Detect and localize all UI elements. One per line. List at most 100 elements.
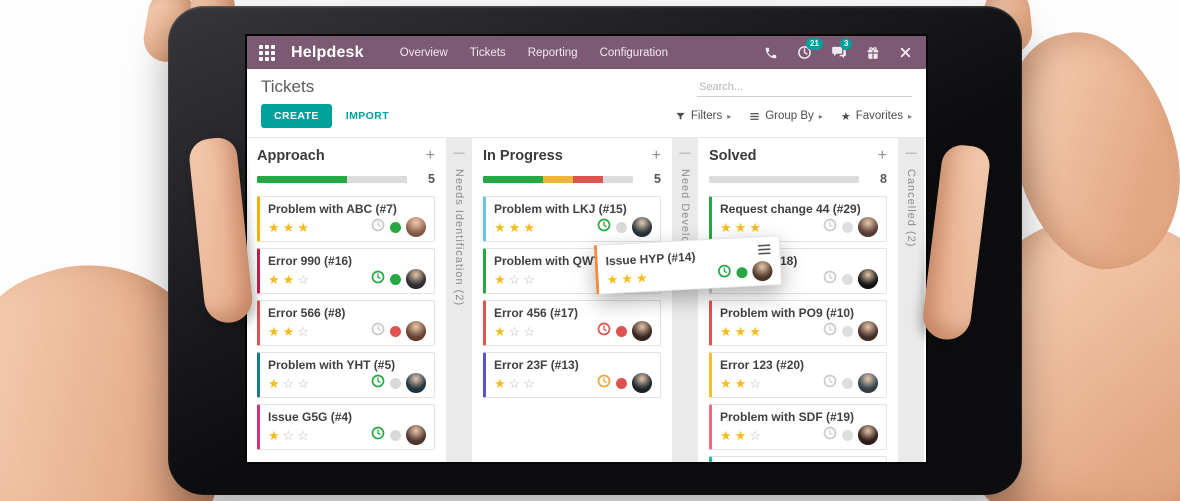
- star-filled-icon[interactable]: ★: [282, 219, 295, 235]
- star-empty-icon[interactable]: ☆: [508, 271, 521, 287]
- column-title[interactable]: Solved: [709, 148, 757, 164]
- kanban-card[interactable]: Error 23F (#13) ★ ☆ ☆: [483, 352, 661, 398]
- activity-clock-icon[interactable]: [823, 322, 837, 341]
- kanban-state-dot[interactable]: [842, 325, 853, 337]
- import-button[interactable]: IMPORT: [345, 110, 390, 122]
- kanban-state-dot[interactable]: [842, 429, 853, 441]
- column-title[interactable]: Approach: [257, 148, 325, 164]
- topnav-item-tickets[interactable]: Tickets: [469, 46, 506, 59]
- activity-clock-icon[interactable]: [717, 263, 732, 283]
- star-empty-icon[interactable]: ☆: [523, 375, 535, 391]
- activity-clock-icon[interactable]: [371, 374, 385, 393]
- star-empty-icon[interactable]: ☆: [508, 375, 521, 391]
- star-filled-icon[interactable]: ★: [494, 271, 506, 287]
- progress-segment[interactable]: [347, 175, 407, 183]
- kanban-card[interactable]: Error 456 (#17) ★ ☆ ☆: [483, 300, 661, 346]
- kanban-column-collapsed[interactable]: — Needs Identification (2): [446, 138, 472, 462]
- kanban-state-dot[interactable]: [616, 221, 627, 233]
- kanban-state-dot[interactable]: [390, 221, 401, 233]
- star-filled-icon[interactable]: ★: [749, 323, 761, 339]
- activity-clock-icon[interactable]: [823, 270, 837, 289]
- column-progress-bar[interactable]: [709, 175, 859, 183]
- messages-icon[interactable]: 3: [831, 38, 853, 60]
- column-title[interactable]: In Progress: [483, 148, 563, 164]
- kanban-state-dot[interactable]: [736, 266, 748, 278]
- progress-segment[interactable]: [543, 175, 573, 183]
- star-filled-icon[interactable]: ★: [282, 271, 295, 287]
- star-filled-icon[interactable]: ★: [734, 375, 747, 391]
- progress-segment[interactable]: [257, 175, 347, 183]
- card-menu-icon[interactable]: [757, 242, 772, 261]
- kanban-state-dot[interactable]: [842, 273, 853, 285]
- kanban-state-dot[interactable]: [390, 429, 401, 441]
- kanban-card[interactable]: Problem with LKJ (#15) ★ ★ ★: [483, 196, 661, 242]
- star-filled-icon[interactable]: ★: [268, 219, 280, 235]
- kanban-card[interactable]: 18)☆☆☆: [709, 248, 887, 294]
- activity-clock-icon[interactable]: [823, 426, 837, 445]
- star-filled-icon[interactable]: ★: [282, 323, 295, 339]
- kanban-state-dot[interactable]: [390, 273, 401, 285]
- phone-icon[interactable]: [764, 46, 778, 60]
- add-card-icon[interactable]: +: [877, 147, 887, 164]
- progress-segment[interactable]: [709, 175, 859, 183]
- star-empty-icon[interactable]: ☆: [297, 427, 309, 443]
- star-empty-icon[interactable]: ☆: [523, 323, 535, 339]
- kanban-state-dot[interactable]: [842, 221, 853, 233]
- kanban-card[interactable]: Error 566 (#8) ★ ★ ☆: [257, 300, 435, 346]
- kanban-card[interactable]: Issue G5G (#4) ★ ☆ ☆: [257, 404, 435, 450]
- column-progress-bar[interactable]: [257, 175, 407, 183]
- star-empty-icon[interactable]: ☆: [749, 427, 761, 443]
- star-empty-icon[interactable]: ☆: [297, 375, 309, 391]
- star-empty-icon[interactable]: ☆: [749, 375, 761, 391]
- progress-segment[interactable]: [483, 175, 543, 183]
- topnav-item-reporting[interactable]: Reporting: [527, 46, 578, 59]
- star-empty-icon[interactable]: ☆: [297, 271, 309, 287]
- star-filled-icon[interactable]: ★: [734, 219, 747, 235]
- star-empty-icon[interactable]: ☆: [523, 271, 535, 287]
- activity-clock-icon[interactable]: [371, 270, 385, 289]
- kanban-state-dot[interactable]: [616, 325, 627, 337]
- activity-clock-icon[interactable]: [597, 218, 611, 237]
- activity-clock-icon[interactable]: 21: [797, 38, 823, 60]
- star-filled-icon[interactable]: ★: [720, 219, 732, 235]
- star-filled-icon[interactable]: ★: [635, 269, 648, 286]
- kanban-card[interactable]: Problem with PO9 (#10) ★ ★ ★: [709, 300, 887, 346]
- activity-clock-icon[interactable]: [823, 374, 837, 393]
- star-filled-icon[interactable]: ★: [620, 270, 634, 287]
- close-icon[interactable]: [899, 46, 912, 59]
- gift-icon[interactable]: [866, 46, 880, 60]
- activity-clock-icon[interactable]: [597, 322, 611, 341]
- star-filled-icon[interactable]: ★: [720, 375, 732, 391]
- star-filled-icon[interactable]: ★: [720, 427, 732, 443]
- star-filled-icon[interactable]: ★: [268, 375, 280, 391]
- filters-menu[interactable]: Filters ▸: [675, 110, 731, 122]
- kanban-column-collapsed[interactable]: — Need Develop: [672, 138, 698, 462]
- star-filled-icon[interactable]: ★: [734, 323, 747, 339]
- favorites-menu[interactable]: ★ Favorites ▸: [840, 110, 912, 123]
- star-filled-icon[interactable]: ★: [606, 271, 619, 287]
- apps-menu-icon[interactable]: [259, 44, 275, 61]
- kanban-state-dot[interactable]: [390, 325, 401, 337]
- star-empty-icon[interactable]: ☆: [508, 323, 521, 339]
- expand-column-icon[interactable]: —: [679, 147, 691, 159]
- kanban-card[interactable]: Problem with YHT (#5) ★ ☆ ☆: [257, 352, 435, 398]
- activity-clock-icon[interactable]: [823, 218, 837, 237]
- expand-column-icon[interactable]: —: [905, 147, 917, 159]
- add-card-icon[interactable]: +: [651, 147, 661, 164]
- progress-segment[interactable]: [573, 175, 603, 183]
- star-filled-icon[interactable]: ★: [734, 427, 747, 443]
- star-filled-icon[interactable]: ★: [508, 219, 521, 235]
- kanban-card[interactable]: Error 123 (#20) ★ ★ ☆: [709, 352, 887, 398]
- activity-clock-icon[interactable]: [371, 322, 385, 341]
- kanban-state-dot[interactable]: [616, 377, 627, 389]
- star-filled-icon[interactable]: ★: [494, 219, 506, 235]
- column-progress-bar[interactable]: [483, 175, 633, 183]
- kanban-card[interactable]: Issue HYP (#14) ★ ★ ★: [593, 235, 783, 295]
- activity-clock-icon[interactable]: [371, 218, 385, 237]
- star-filled-icon[interactable]: ★: [297, 219, 309, 235]
- expand-column-icon[interactable]: —: [453, 147, 465, 159]
- create-button[interactable]: CREATE: [261, 104, 332, 128]
- star-filled-icon[interactable]: ★: [720, 323, 732, 339]
- kanban-card[interactable]: Error 990 (#16) ★ ★ ☆: [257, 248, 435, 294]
- progress-segment[interactable]: [603, 175, 633, 183]
